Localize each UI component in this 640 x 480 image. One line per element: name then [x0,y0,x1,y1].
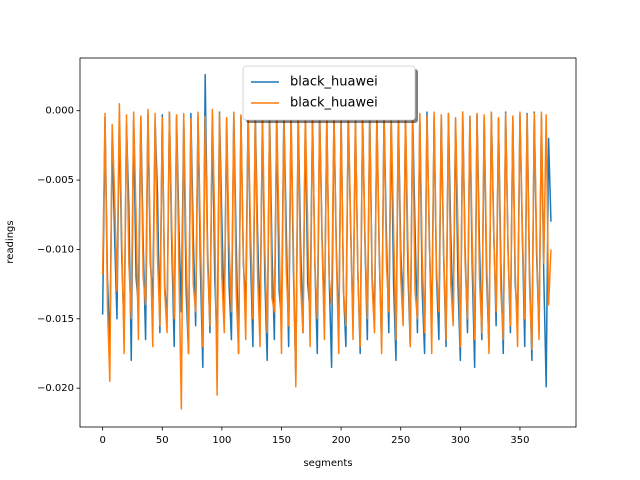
y-tick-label: 0.000 [45,106,74,117]
x-tick-label: 150 [272,435,291,446]
x-tick-label: 100 [212,435,231,446]
legend-label: black_huawei [290,96,378,111]
x-axis-label: segments [303,458,352,469]
legend-box [242,65,416,121]
legend-label: black_huawei [290,75,378,90]
x-tick-label: 200 [332,435,351,446]
y-tick-label: −0.005 [37,175,74,186]
x-tick-label: 250 [391,435,410,446]
y-tick-label: −0.020 [37,383,74,394]
x-tick-label: 0 [99,435,105,446]
axes-frame [79,57,577,428]
x-tick-label: 50 [156,435,169,446]
x-tick-label: 300 [451,435,470,446]
x-tick-label: 350 [510,435,529,446]
y-axis-label: readings [5,220,16,263]
y-tick-label: −0.010 [37,244,74,255]
y-tick-label: −0.015 [37,314,74,325]
